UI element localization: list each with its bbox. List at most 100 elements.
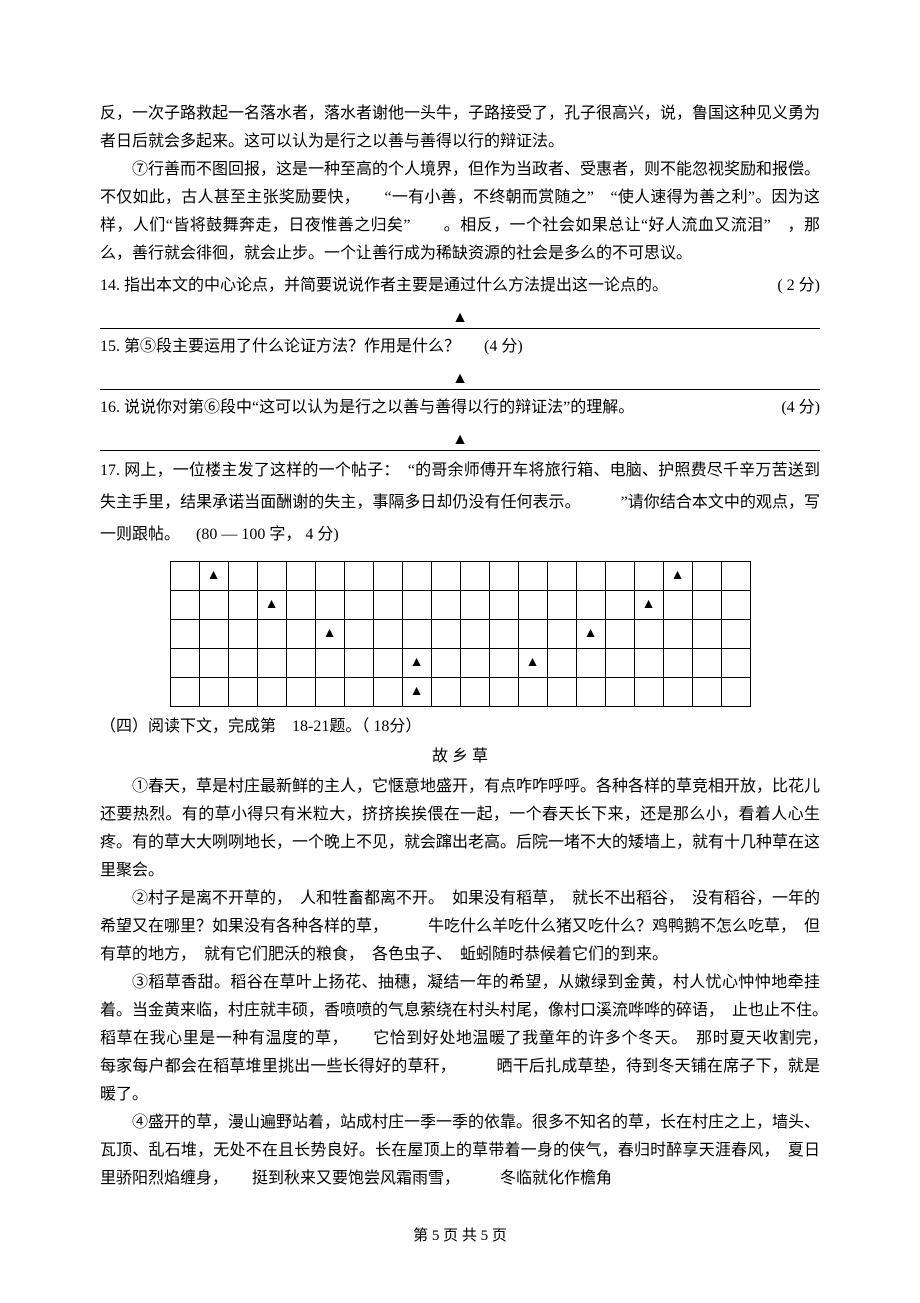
- grid-cell[interactable]: [373, 591, 402, 620]
- grid-cell[interactable]: ▲: [257, 591, 286, 620]
- grid-cell[interactable]: [605, 591, 634, 620]
- grid-cell[interactable]: [721, 591, 750, 620]
- grid-cell[interactable]: [460, 562, 489, 591]
- grid-cell[interactable]: [286, 649, 315, 678]
- grid-cell[interactable]: [692, 620, 721, 649]
- grid-cell[interactable]: [257, 649, 286, 678]
- grid-cell[interactable]: [692, 649, 721, 678]
- grid-cell[interactable]: [721, 649, 750, 678]
- grid-cell[interactable]: [663, 649, 692, 678]
- grid-cell[interactable]: [547, 678, 576, 707]
- grid-cell[interactable]: [373, 649, 402, 678]
- grid-cell[interactable]: [170, 562, 199, 591]
- grid-cell[interactable]: [344, 591, 373, 620]
- grid-cell[interactable]: [431, 649, 460, 678]
- grid-cell[interactable]: [199, 591, 228, 620]
- grid-cell[interactable]: [286, 591, 315, 620]
- grid-cell[interactable]: [315, 678, 344, 707]
- grid-cell[interactable]: [228, 678, 257, 707]
- grid-cell[interactable]: [228, 591, 257, 620]
- grid-cell[interactable]: [663, 678, 692, 707]
- grid-cell[interactable]: [634, 649, 663, 678]
- grid-cell[interactable]: [460, 678, 489, 707]
- grid-cell[interactable]: [431, 678, 460, 707]
- grid-cell[interactable]: [344, 620, 373, 649]
- grid-cell[interactable]: [576, 649, 605, 678]
- q15-answer-line[interactable]: ▲: [100, 365, 820, 390]
- grid-cell[interactable]: [402, 591, 431, 620]
- grid-cell[interactable]: [170, 591, 199, 620]
- grid-cell[interactable]: [576, 562, 605, 591]
- grid-cell[interactable]: [373, 620, 402, 649]
- grid-cell[interactable]: [228, 620, 257, 649]
- grid-cell[interactable]: [692, 678, 721, 707]
- grid-cell[interactable]: [663, 591, 692, 620]
- grid-cell[interactable]: [257, 562, 286, 591]
- grid-cell[interactable]: [605, 678, 634, 707]
- grid-cell[interactable]: [634, 562, 663, 591]
- grid-cell[interactable]: [431, 620, 460, 649]
- q16-answer-line[interactable]: ▲: [100, 426, 820, 451]
- grid-cell[interactable]: [547, 562, 576, 591]
- grid-cell[interactable]: [344, 649, 373, 678]
- q14-answer-line[interactable]: ▲: [100, 304, 820, 329]
- grid-cell[interactable]: [344, 562, 373, 591]
- grid-cell[interactable]: [402, 562, 431, 591]
- grid-cell[interactable]: [634, 620, 663, 649]
- grid-cell[interactable]: [228, 562, 257, 591]
- grid-cell[interactable]: [315, 591, 344, 620]
- grid-cell[interactable]: [489, 620, 518, 649]
- grid-cell[interactable]: [634, 678, 663, 707]
- grid-cell[interactable]: [576, 591, 605, 620]
- grid-cell[interactable]: [547, 620, 576, 649]
- grid-cell[interactable]: [605, 620, 634, 649]
- grid-cell[interactable]: ▲: [634, 591, 663, 620]
- grid-cell[interactable]: [721, 562, 750, 591]
- grid-cell[interactable]: [576, 678, 605, 707]
- grid-cell[interactable]: [170, 620, 199, 649]
- grid-cell[interactable]: [692, 591, 721, 620]
- grid-cell[interactable]: ▲: [518, 649, 547, 678]
- grid-cell[interactable]: [199, 620, 228, 649]
- grid-cell[interactable]: [286, 562, 315, 591]
- grid-cell[interactable]: [721, 620, 750, 649]
- grid-cell[interactable]: ▲: [199, 562, 228, 591]
- grid-cell[interactable]: [547, 591, 576, 620]
- grid-cell[interactable]: [518, 678, 547, 707]
- grid-cell[interactable]: ▲: [576, 620, 605, 649]
- grid-cell[interactable]: [257, 678, 286, 707]
- grid-cell[interactable]: [402, 620, 431, 649]
- grid-cell[interactable]: ▲: [402, 649, 431, 678]
- grid-cell[interactable]: [228, 649, 257, 678]
- grid-cell[interactable]: [489, 678, 518, 707]
- grid-cell[interactable]: [518, 562, 547, 591]
- grid-cell[interactable]: [721, 678, 750, 707]
- grid-cell[interactable]: [170, 678, 199, 707]
- grid-cell[interactable]: [170, 649, 199, 678]
- grid-cell[interactable]: ▲: [402, 678, 431, 707]
- grid-cell[interactable]: [315, 649, 344, 678]
- grid-cell[interactable]: [460, 649, 489, 678]
- grid-cell[interactable]: [489, 562, 518, 591]
- grid-cell[interactable]: [518, 591, 547, 620]
- grid-cell[interactable]: [489, 649, 518, 678]
- grid-cell[interactable]: ▲: [315, 620, 344, 649]
- grid-cell[interactable]: [692, 562, 721, 591]
- grid-cell[interactable]: [518, 620, 547, 649]
- grid-cell[interactable]: [315, 562, 344, 591]
- grid-cell[interactable]: [373, 678, 402, 707]
- grid-cell[interactable]: [199, 678, 228, 707]
- grid-cell[interactable]: [286, 678, 315, 707]
- grid-cell[interactable]: [460, 620, 489, 649]
- grid-cell[interactable]: [547, 649, 576, 678]
- grid-cell[interactable]: [489, 591, 518, 620]
- answer-grid[interactable]: ▲▲▲▲▲▲▲▲▲: [170, 561, 751, 707]
- grid-cell[interactable]: [605, 562, 634, 591]
- grid-cell[interactable]: [431, 591, 460, 620]
- grid-cell[interactable]: [373, 562, 402, 591]
- grid-cell[interactable]: [257, 620, 286, 649]
- grid-cell[interactable]: [605, 649, 634, 678]
- grid-cell[interactable]: [344, 678, 373, 707]
- grid-cell[interactable]: ▲: [663, 562, 692, 591]
- grid-cell[interactable]: [199, 649, 228, 678]
